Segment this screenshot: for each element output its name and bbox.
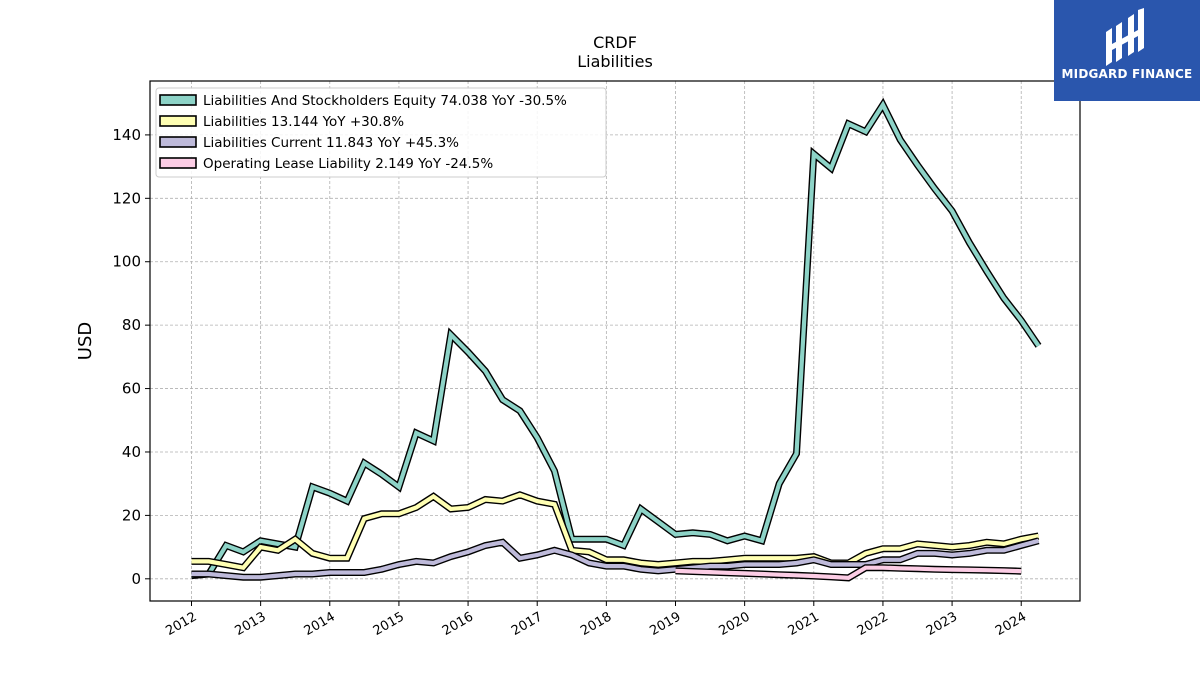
logo-mark-icon (1106, 8, 1144, 66)
y-axis-label: USD (75, 322, 96, 360)
y-tick-label: 80 (122, 316, 141, 334)
legend: Liabilities And Stockholders Equity 74.0… (155, 87, 607, 178)
series-group (191, 97, 1042, 582)
x-tick-label: 2016 (440, 609, 476, 639)
legend-item-lease-label: Operating Lease Liability 2.149 YoY -24.… (203, 156, 493, 172)
x-tick-label: 2024 (993, 609, 1029, 639)
logo-text: MIDGARD FINANCE (1061, 67, 1193, 81)
legend-item-current-swatch (159, 136, 197, 148)
y-tick-label: 140 (112, 126, 141, 144)
brand-logo: MIDGARD FINANCE (1054, 0, 1200, 101)
legend-item-equity-swatch (159, 94, 197, 106)
series-equity-line (191, 100, 1041, 578)
y-tick-label: 0 (131, 570, 141, 588)
y-tick-label: 60 (122, 380, 141, 398)
y-tick-label: 40 (122, 443, 141, 461)
y-tick-label: 100 (112, 253, 141, 271)
legend-item-current-label: Liabilities Current 11.843 YoY +45.3% (203, 135, 459, 151)
x-tick-label: 2022 (855, 609, 891, 639)
x-tick-label: 2021 (786, 609, 822, 639)
legend-box (155, 87, 607, 178)
x-tick-label: 2019 (647, 609, 683, 639)
x-tick-label: 2017 (509, 609, 545, 639)
chart-subtitle: Liabilities (577, 52, 653, 71)
chart-title: CRDF (593, 33, 637, 52)
x-axis: 2012 2013 2014 2015 2016 2017 2018 2019 2020 2021… (163, 601, 1029, 639)
x-tick-label: 2014 (302, 609, 338, 639)
x-tick-label: 2018 (578, 609, 614, 639)
x-tick-label: 2015 (371, 609, 407, 639)
y-tick-label: 120 (112, 189, 141, 207)
legend-item-liabilities-label: Liabilities 13.144 YoY +30.8% (203, 114, 404, 130)
legend-item-lease-swatch (159, 157, 197, 169)
series-current-line (191, 538, 1040, 580)
legend-item-liabilities-swatch (159, 115, 197, 127)
x-tick-label: 2020 (716, 609, 752, 639)
x-tick-label: 2012 (163, 609, 199, 639)
y-axis: 0 20 40 60 80 100 120 140 (112, 126, 150, 588)
series-liabilities-line (191, 492, 1039, 570)
x-tick-label: 2013 (232, 609, 268, 639)
x-tick-label: 2023 (924, 609, 960, 639)
y-tick-label: 20 (122, 506, 141, 524)
legend-item-equity-label: Liabilities And Stockholders Equity 74.0… (203, 93, 567, 109)
plot-frame (149, 80, 1081, 602)
series-lease-line (675, 565, 1022, 581)
